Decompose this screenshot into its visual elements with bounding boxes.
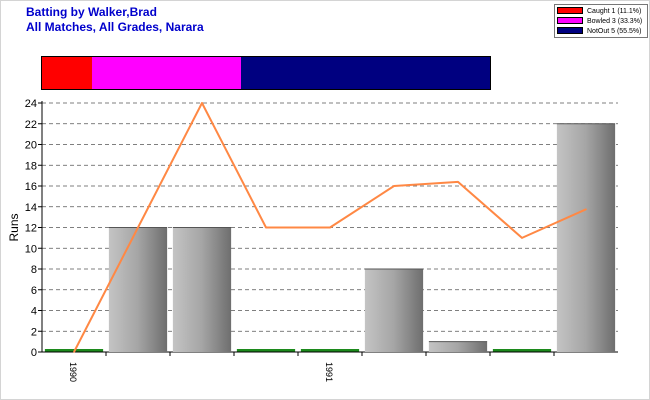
legend-swatch-bowled xyxy=(557,17,583,24)
bar-4 xyxy=(300,349,360,352)
legend-label-caught: Caught 1 (11.1%) xyxy=(587,8,642,15)
dismissal-proportion-bar xyxy=(41,56,491,90)
trend-point-3 xyxy=(265,226,267,229)
legend-label-bowled: Bowled 3 (33.3%) xyxy=(587,18,643,25)
trend-point-8 xyxy=(585,208,587,211)
x-tick-label-1990: 1990 xyxy=(68,362,78,382)
chart-subtitle: All Matches, All Grades, Narara xyxy=(26,20,204,34)
trend-point-1 xyxy=(137,226,139,229)
y-tick-label-0: 0 xyxy=(31,347,37,359)
y-tick-label-14: 14 xyxy=(25,202,37,214)
trend-point-0 xyxy=(73,351,75,353)
trend-point-5 xyxy=(393,185,395,187)
y-tick-label-2: 2 xyxy=(31,326,37,338)
trend-point-7 xyxy=(521,237,523,239)
bar-1 xyxy=(108,227,168,352)
dismissal-segment-caught xyxy=(42,57,92,89)
chart-title: Batting by Walker,Brad xyxy=(26,5,157,19)
y-tick-label-4: 4 xyxy=(31,306,37,318)
y-tick-label-8: 8 xyxy=(31,264,37,276)
bar-3 xyxy=(236,349,296,352)
legend-item-notout: NotOut 5 (55.5%) xyxy=(557,27,641,36)
legend-swatch-notout xyxy=(557,27,583,34)
legend: Caught 1 (11.1%) Bowled 3 (33.3%) NotOut… xyxy=(554,4,648,38)
legend-label-notout: NotOut 5 (55.5%) xyxy=(587,28,642,35)
legend-item-caught: Caught 1 (11.1%) xyxy=(557,7,641,16)
y-axis-label: Runs xyxy=(7,213,21,241)
legend-item-bowled: Bowled 3 (33.3%) xyxy=(557,17,642,26)
bar-2 xyxy=(172,227,232,352)
y-tick-label-10: 10 xyxy=(25,243,37,255)
trend-point-2 xyxy=(201,102,203,104)
bar-6 xyxy=(428,341,488,352)
legend-swatch-caught xyxy=(557,7,583,14)
dismissal-segment-bowled xyxy=(91,57,242,89)
y-tick-label-20: 20 xyxy=(25,140,37,152)
y-tick-label-22: 22 xyxy=(25,119,37,131)
y-tick-label-12: 12 xyxy=(25,223,37,235)
bar-5 xyxy=(364,269,424,352)
trend-point-4 xyxy=(329,226,331,229)
x-tick-label-1991: 1991 xyxy=(324,362,334,382)
dismissal-segment-notout xyxy=(241,57,490,89)
bar-8 xyxy=(556,123,616,352)
y-tick-label-18: 18 xyxy=(25,160,37,172)
trend-point-6 xyxy=(457,181,459,183)
y-tick-label-6: 6 xyxy=(31,285,37,297)
y-tick-label-24: 24 xyxy=(25,98,37,110)
y-tick-label-16: 16 xyxy=(25,181,37,193)
bar-7 xyxy=(492,349,552,352)
